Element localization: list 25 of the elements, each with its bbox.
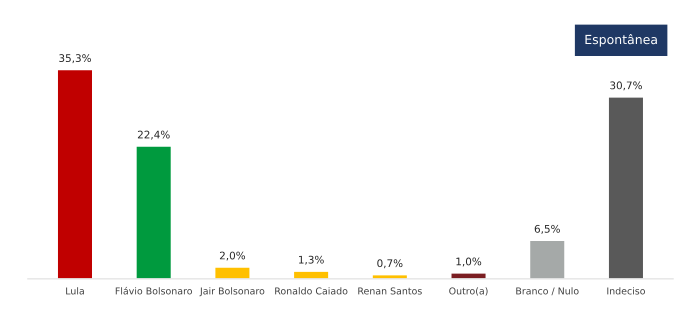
bar <box>608 96 644 279</box>
bar <box>371 274 408 279</box>
x-tick-label: Jair Bolsonaro <box>199 287 264 296</box>
bar <box>528 240 566 279</box>
data-label: 30,7% <box>610 81 642 90</box>
data-label: 22,4% <box>138 130 170 140</box>
data-label: 2,0% <box>220 252 246 261</box>
x-tick-label: Indeciso <box>607 287 645 295</box>
x-tick-label: Outro(a) <box>449 287 488 296</box>
data-label: 1,0% <box>456 258 482 266</box>
x-tick-label: Ronaldo Caiado <box>275 287 348 295</box>
x-tick-label: Branco / Nulo <box>516 287 579 296</box>
bar <box>56 68 94 279</box>
bar <box>214 266 251 279</box>
text: Espontânea <box>585 34 657 47</box>
data-label: 35,3% <box>59 54 91 64</box>
data-label: 6,5% <box>534 224 560 234</box>
bar <box>450 272 487 279</box>
x-tick-label: Lula <box>66 287 84 295</box>
bar <box>135 145 172 279</box>
data-label: 1,3% <box>299 256 324 265</box>
x-tick-label: Flávio Bolsonaro <box>116 286 192 295</box>
x-tick-label: Renan Santos <box>358 287 422 295</box>
bar <box>292 270 330 279</box>
data-label: 0,7% <box>377 259 402 268</box>
